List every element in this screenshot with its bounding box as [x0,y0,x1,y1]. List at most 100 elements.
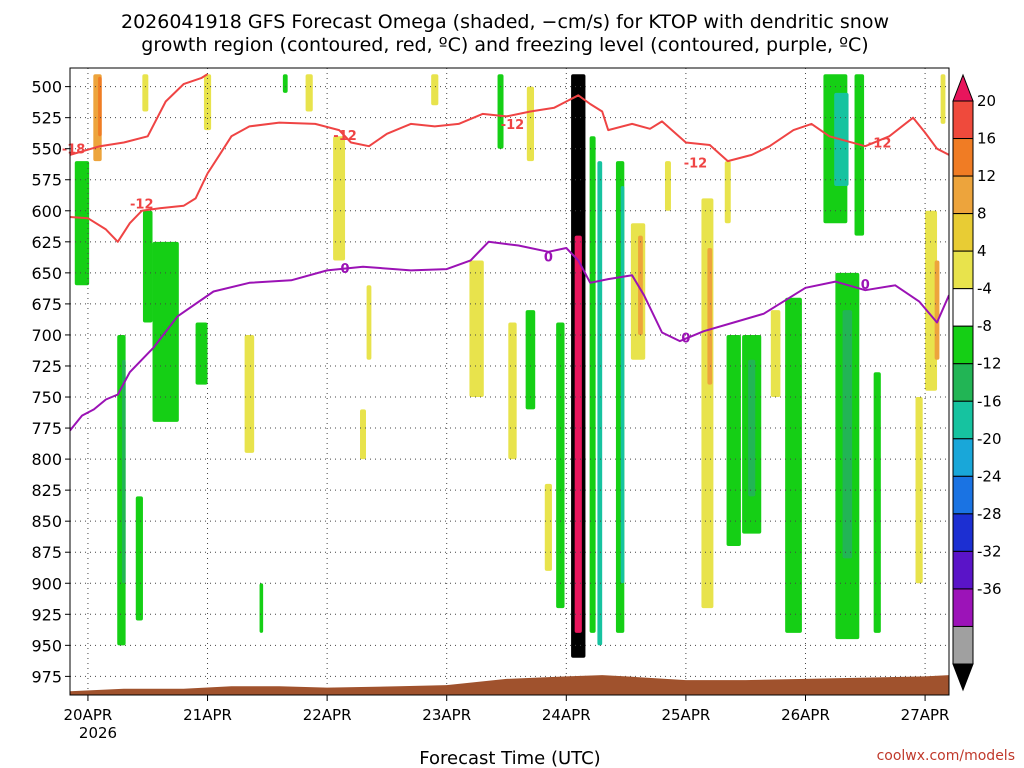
omega-region-36 [724,161,731,224]
omega-region-28 [597,161,603,646]
colorbar-label-4: 4 [977,242,987,260]
colorbar-segment-5 [952,288,974,327]
y-tick-label-16: 900 [31,574,62,593]
chart-title-line-2: growth region (contoured, red, ºC) and f… [141,34,868,56]
omega-region-12 [122,359,126,584]
colorbar-segment-14 [952,625,974,665]
colorbar-segment-10 [952,475,974,515]
omega-region-51 [940,74,946,124]
contour-label-6: 0 [341,262,350,277]
colorbar-segment-11 [952,513,974,552]
omega-region-7 [74,161,90,286]
omega-region-14 [244,334,255,453]
omega-region-47 [873,372,881,633]
contour-label-0: -18 [62,143,86,158]
omega-region-46 [842,310,853,559]
omega-region-17 [259,583,264,633]
y-tick-label-11: 775 [31,419,62,438]
y-tick-label-18: 950 [31,636,62,655]
colorbar-label-0: 20 [977,92,996,110]
x-axis: 20APR 21APR 22APR 23APR 24APR 25APR 26APR 27APR [64,695,950,724]
omega-region-40 [770,310,781,398]
colorbar-segment-3 [952,213,974,252]
omega-region-44 [854,74,865,236]
contour-label-5: -12 [868,136,892,151]
colorbar-segment-12 [952,550,974,590]
y-tick-label-4: 600 [31,202,62,221]
contour-label-3: -12 [501,118,525,133]
chart-title-line-1: 2026041918 GFS Forecast Omega (shaded, −… [121,11,889,33]
omega-region-23 [544,483,552,571]
omega-region-8 [142,210,153,323]
colorbar-label-8: -16 [977,392,1002,410]
y-tick-label-8: 700 [31,326,62,345]
colorbar-segment-2 [952,175,974,215]
colorbar-label-9: -20 [977,430,1002,448]
y-tick-label-9: 725 [31,357,62,376]
y-tick-label-15: 875 [31,543,62,562]
omega-region-50 [915,397,923,584]
y-tick-label-13: 825 [31,481,62,500]
omega-region-35 [707,248,713,385]
omega-region-10 [195,322,208,385]
colorbar-segment-4 [952,250,974,290]
contour-line-1 [70,94,949,243]
terrain [70,675,949,695]
omega-region-4 [282,74,288,93]
omega-region-30 [620,185,625,584]
colorbar-label-2: 12 [977,167,996,185]
plot-frame [69,67,950,696]
omega-region-48 [925,210,938,391]
contour-label-1: -12 [130,197,154,212]
x-tick-label-0: 20APR [64,706,113,724]
omega-region-21 [508,322,517,460]
omega-region-13 [135,496,143,621]
colorbar-segment-1 [952,138,974,177]
omega-region-37 [726,334,741,547]
x-tick-label-7: 27APR [901,706,950,724]
contour-line-0 [70,73,209,156]
colorbar-segment-9 [952,438,974,477]
colorbar-segment-13 [952,588,974,627]
colorbar-label-11: -28 [977,505,1002,523]
x-tick-label-1: 21APR [183,706,232,724]
contour-label-8: 0 [681,331,690,346]
omega-region-16 [360,409,366,460]
y-tick-label-17: 925 [31,605,62,624]
credit-text: coolwx.com/models [877,748,1015,764]
contour-label-2: -12 [333,129,357,144]
omega-shading [74,74,946,658]
terrain-fill [70,675,949,695]
omega-region-24 [556,322,565,609]
omega-region-15 [333,136,346,261]
omega-region-49 [934,260,940,360]
colorbar-label-1: 16 [977,130,996,148]
y-tick-label-6: 650 [31,264,62,283]
contour-label-7: 0 [544,251,553,266]
x-tick-label-4: 24APR [542,706,591,724]
omega-region-5 [305,74,313,112]
y-tick-label-14: 850 [31,512,62,531]
colorbar-label-6: -8 [977,317,992,335]
contour-label-9: 0 [861,278,870,293]
omega-region-3 [203,74,212,131]
colorbar-segment-6 [952,325,974,365]
colorbar-segment-8 [952,400,974,440]
omega-region-39 [748,359,756,497]
colorbar-bottom-arrow [952,663,974,692]
y-tick-label-0: 500 [31,78,62,97]
y-tick-label-2: 550 [31,140,62,159]
contour-labels: -18 -12 -12 -12 -12 -12 0 0 0 0 [62,118,892,347]
plot-area: -18 -12 -12 -12 -12 -12 0 0 0 0 [62,67,950,696]
omega-region-41 [785,297,802,633]
omega-region-27 [589,136,596,633]
omega-region-32 [638,235,643,335]
contours [70,73,949,432]
y-tick-label-19: 975 [31,667,62,686]
y-tick-label-1: 525 [31,109,62,128]
contour-line-2 [70,240,949,432]
omega-region-2 [142,74,149,112]
omega-region-22 [525,310,536,410]
omega-region-6 [431,74,439,106]
